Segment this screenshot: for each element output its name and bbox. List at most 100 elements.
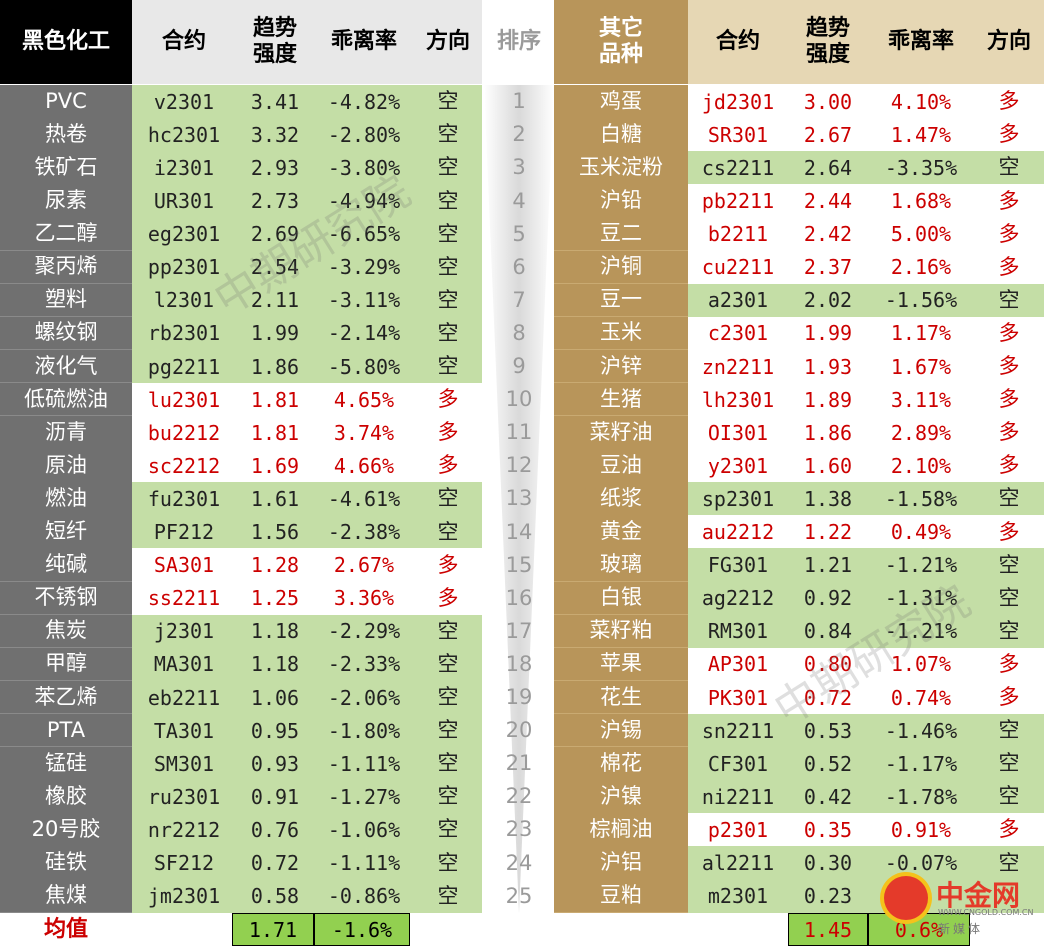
right-contract-cell: RM301	[688, 614, 788, 649]
left-strength-cell: 1.69	[236, 449, 314, 483]
right-direction-cell: 空	[974, 846, 1044, 880]
left-strength-cell: 0.91	[236, 780, 314, 814]
left-name-cell: 乙二醇	[0, 217, 132, 251]
right-direction-cell: 空	[974, 548, 1044, 582]
rank-number-cell: 11	[505, 420, 533, 445]
left-deviation-cell: -2.14%	[314, 316, 414, 351]
right-deviation-cell: -1.78%	[868, 780, 974, 814]
right-direction-cell: 多	[974, 416, 1044, 450]
rank-number-cell: 3	[512, 155, 526, 180]
left-strength-cell: 1.86	[236, 349, 314, 384]
right-strength-cell: 1.22	[788, 515, 868, 549]
left-strength-cell: 1.06	[236, 680, 314, 715]
right-direction-cell: 多	[974, 515, 1044, 549]
left-strength-cell: 1.81	[236, 382, 314, 417]
rank-number-cell: 1	[512, 89, 526, 114]
right-strength-cell: 0.52	[788, 747, 868, 781]
right-direction-cell: 多	[974, 184, 1044, 218]
right-strength-cell: 2.67	[788, 118, 868, 152]
right-strength-cell: 0.23	[788, 879, 868, 913]
right-deviation-cell: 0.91%	[868, 813, 974, 847]
header-contract-right: 合约	[688, 0, 788, 84]
right-direction-cell: 多	[974, 349, 1044, 384]
left-strength-cell: 0.72	[236, 846, 314, 880]
header-category-left: 黑色化工	[0, 0, 132, 84]
rank-number-cell: 21	[505, 751, 533, 776]
left-name-cell: 短纤	[0, 515, 132, 549]
right-name-cell: 菜籽粕	[554, 614, 688, 649]
summary-right-strength: 1.45	[788, 913, 868, 946]
left-direction-cell: 空	[414, 614, 482, 649]
left-direction-cell: 空	[414, 184, 482, 218]
left-strength-cell: 0.76	[236, 813, 314, 847]
rank-number-cell: 6	[512, 254, 526, 279]
right-direction-cell: 空	[974, 614, 1044, 649]
left-strength-cell: 0.95	[236, 713, 314, 748]
summary-left-strength: 1.71	[232, 913, 314, 946]
left-name-cell: 甲醇	[0, 647, 132, 682]
rank-number-cell: 8	[512, 320, 526, 345]
rank-number-cell: 18	[505, 651, 533, 676]
right-contract-cell: sp2301	[688, 482, 788, 516]
left-direction-cell: 空	[414, 846, 482, 880]
left-contract-cell: UR301	[132, 184, 236, 218]
right-contract-cell: OI301	[688, 416, 788, 450]
left-deviation-cell: -2.06%	[314, 680, 414, 715]
left-name-cell: 焦炭	[0, 614, 132, 649]
right-contract-cell: y2301	[688, 449, 788, 483]
left-direction-cell: 多	[414, 416, 482, 450]
right-strength-cell: 1.99	[788, 316, 868, 351]
left-direction-cell: 多	[414, 581, 482, 616]
left-direction-cell: 空	[414, 349, 482, 384]
left-direction-cell: 多	[414, 382, 482, 417]
left-name-cell: 塑料	[0, 283, 132, 318]
left-contract-cell: hc2301	[132, 118, 236, 152]
logo-name: 中金网	[936, 879, 1021, 912]
left-deviation-cell: -2.29%	[314, 614, 414, 649]
rank-number-cell: 20	[505, 718, 533, 743]
rank-number-cell: 23	[505, 817, 533, 842]
left-deviation-cell: -4.82%	[314, 85, 414, 119]
right-contract-cell: pb2211	[688, 184, 788, 218]
left-strength-cell: 2.69	[236, 217, 314, 251]
left-strength-cell: 3.41	[236, 85, 314, 119]
right-deviation-cell: 4.10%	[868, 85, 974, 119]
left-strength-cell: 1.99	[236, 316, 314, 351]
right-contract-cell: al2211	[688, 846, 788, 880]
left-deviation-cell: -1.11%	[314, 747, 414, 781]
right-deviation-cell: -3.35%	[868, 151, 974, 185]
right-name-cell: 沪锌	[554, 349, 688, 384]
left-deviation-cell: -3.11%	[314, 283, 414, 318]
left-direction-cell: 空	[414, 85, 482, 119]
left-deviation-cell: -4.61%	[314, 482, 414, 516]
left-direction-cell: 空	[414, 647, 482, 682]
left-deviation-cell: -4.94%	[314, 184, 414, 218]
rank-number-cell: 19	[505, 685, 533, 710]
right-contract-cell: c2301	[688, 316, 788, 351]
left-strength-cell: 1.25	[236, 581, 314, 616]
right-name-cell: 玻璃	[554, 548, 688, 582]
right-direction-cell: 空	[974, 747, 1044, 781]
left-deviation-cell: -1.80%	[314, 713, 414, 748]
left-contract-cell: j2301	[132, 614, 236, 649]
right-deviation-cell: -1.31%	[868, 581, 974, 616]
right-name-cell: 菜籽油	[554, 416, 688, 450]
left-direction-cell: 空	[414, 780, 482, 814]
rank-number-cell: 5	[512, 221, 526, 246]
left-direction-cell: 空	[414, 316, 482, 351]
left-direction-cell: 空	[414, 118, 482, 152]
left-name-cell: 热卷	[0, 118, 132, 152]
left-direction-cell: 多	[414, 449, 482, 483]
rank-number-cell: 12	[505, 453, 533, 478]
right-contract-cell: SR301	[688, 118, 788, 152]
rank-number-cell: 16	[505, 585, 533, 610]
right-contract-cell: lh2301	[688, 382, 788, 417]
right-strength-cell: 0.72	[788, 680, 868, 715]
right-name-cell: 玉米	[554, 316, 688, 351]
rank-number-cell: 2	[512, 122, 526, 147]
left-strength-cell: 3.32	[236, 118, 314, 152]
header-strength-right: 趋势 强度	[788, 0, 868, 84]
right-strength-cell: 1.21	[788, 548, 868, 582]
left-name-cell: 苯乙烯	[0, 680, 132, 715]
right-name-cell: 生猪	[554, 382, 688, 417]
